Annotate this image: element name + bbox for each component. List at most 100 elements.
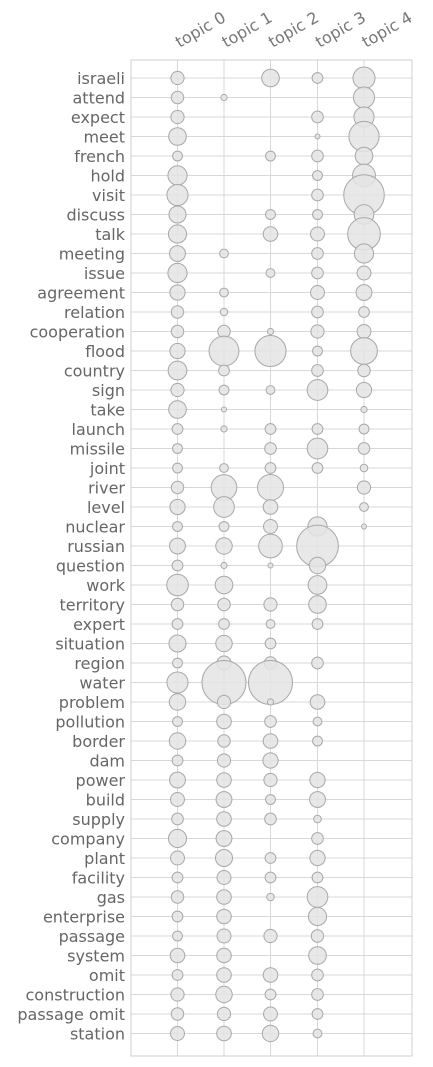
bubble (311, 305, 324, 319)
word-label: visit (92, 186, 125, 205)
bubble (169, 771, 186, 789)
bubble (172, 462, 183, 474)
word-label: system (67, 947, 125, 966)
bubble (215, 791, 233, 808)
bubble (171, 969, 184, 981)
bubble (172, 657, 183, 669)
bubble (311, 423, 324, 435)
bubble (263, 519, 278, 534)
word-label: company (51, 830, 125, 849)
bubble (352, 86, 376, 109)
bubble (218, 384, 230, 396)
bubble (309, 694, 326, 710)
bubble (308, 595, 327, 614)
bubble (356, 324, 372, 339)
word-label: supply (72, 810, 125, 829)
word-label: passage (59, 927, 125, 946)
bubble (311, 1008, 324, 1020)
bubble (265, 794, 276, 805)
bubble (353, 243, 375, 264)
bubble (170, 324, 185, 339)
bubble (256, 473, 285, 502)
bubble (170, 70, 185, 86)
bubble (312, 1028, 323, 1039)
bubble (219, 307, 229, 317)
word-label: attend (73, 89, 126, 108)
bubble (166, 671, 189, 694)
bubble (311, 988, 324, 1001)
bubble (216, 753, 232, 768)
bubble (170, 850, 185, 866)
bubble (167, 360, 188, 381)
bubble (356, 265, 372, 281)
word-label: level (87, 498, 125, 517)
word-label: question (56, 557, 125, 576)
bubble (172, 521, 183, 532)
bubble (311, 188, 324, 202)
word-label: country (64, 362, 125, 381)
bubble (216, 1006, 232, 1022)
bubble (216, 694, 232, 710)
bubble (166, 183, 189, 207)
bubble (219, 463, 229, 473)
word-label: meet (83, 128, 125, 147)
bubble (262, 967, 279, 983)
word-label: launch (72, 420, 125, 439)
bubble (217, 597, 231, 612)
bubble (171, 618, 184, 630)
bubble (215, 985, 233, 1004)
bubble (309, 771, 326, 789)
word-label: construction (26, 986, 126, 1005)
bubble (168, 693, 187, 711)
bubble (311, 618, 324, 630)
word-label: russian (67, 537, 125, 556)
word-label: discuss (66, 206, 125, 225)
bubble (306, 886, 329, 908)
bubble (170, 1007, 185, 1021)
bubble (356, 480, 372, 495)
word-label: river (88, 479, 125, 498)
word-label: facility (72, 869, 125, 888)
bubble (360, 405, 368, 414)
bubble (172, 443, 183, 454)
word-label: power (76, 771, 126, 790)
bubble (216, 1025, 232, 1042)
bubble (170, 382, 185, 398)
bubble (171, 559, 184, 572)
bubbles (166, 66, 385, 1043)
bubble (170, 480, 185, 495)
bubble (216, 908, 232, 925)
bubble (216, 811, 232, 827)
topic-label: topic 3 (312, 8, 369, 52)
bubble (264, 637, 277, 650)
bubble (171, 754, 184, 767)
word-label: work (86, 576, 125, 595)
word-label: nuclear (65, 518, 125, 537)
bubble (267, 562, 274, 569)
bubble (310, 929, 325, 943)
bubble (171, 812, 184, 826)
bubble (172, 930, 183, 942)
bubble (265, 268, 276, 278)
bubble (221, 406, 227, 413)
bubble (213, 496, 235, 518)
bubble (311, 968, 324, 982)
bubble (218, 521, 230, 532)
word-label: talk (95, 225, 126, 244)
bubble (308, 556, 327, 575)
bubble (215, 537, 233, 555)
bubble (219, 287, 229, 298)
bubble (170, 987, 185, 1002)
bubble (312, 170, 323, 181)
word-label: border (72, 732, 125, 751)
bubble (265, 209, 276, 220)
bubble (264, 871, 277, 884)
word-label: meeting (59, 245, 125, 264)
word-label: agreement (37, 284, 125, 303)
bubble (350, 337, 378, 365)
topic-label: topic 4 (359, 8, 416, 52)
bubble (168, 205, 187, 224)
topic-label: topic 2 (265, 8, 322, 52)
bubble (254, 334, 287, 368)
